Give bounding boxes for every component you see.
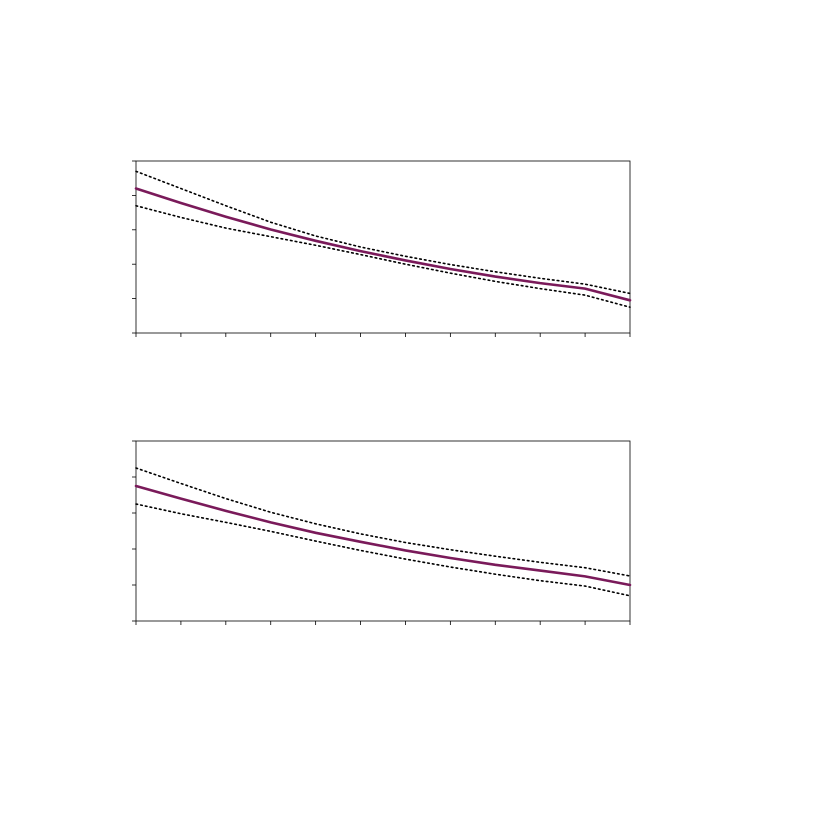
plot-frame: [135, 160, 631, 334]
upper-bound-line: [135, 467, 631, 577]
lower-bound-line: [135, 503, 631, 597]
top-plot-panel: [132, 160, 632, 337]
mean-series-line: [134, 484, 632, 587]
plot-frame: [135, 440, 631, 622]
upper-bound-line: [135, 170, 631, 295]
mean-series-line: [134, 187, 632, 302]
bottom-plot-panel: [132, 440, 632, 625]
